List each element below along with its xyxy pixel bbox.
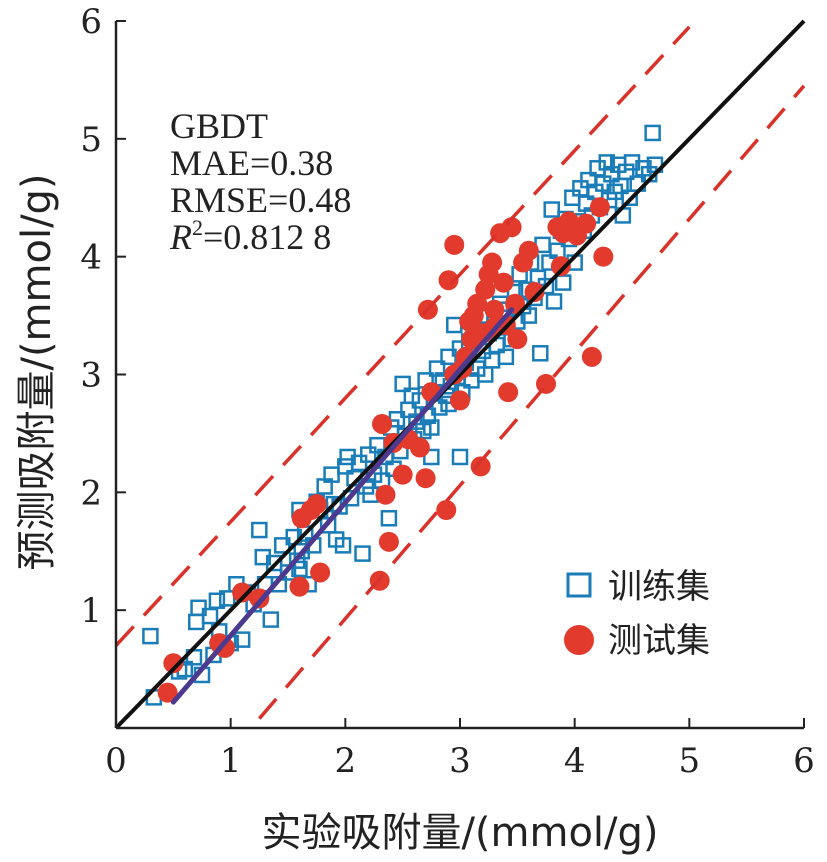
x-tick-label: 5 <box>679 741 701 781</box>
train-point <box>497 348 515 366</box>
train-point <box>342 489 360 507</box>
test-point <box>470 456 491 477</box>
train-point <box>423 448 440 466</box>
y-tick-label: 4 <box>80 238 102 278</box>
train-point <box>142 627 159 645</box>
r2-value: =0.812 8 <box>203 217 331 257</box>
train-point <box>291 560 308 578</box>
train-point <box>380 510 398 527</box>
train-point <box>598 154 616 171</box>
test-point <box>589 197 610 218</box>
train-point <box>354 545 371 562</box>
train-point <box>451 448 469 466</box>
axes <box>114 20 805 730</box>
test-point <box>392 464 413 485</box>
test-point <box>493 272 514 293</box>
train-point <box>334 537 352 554</box>
test-point <box>484 299 505 320</box>
stats-model: GBDT <box>170 106 268 146</box>
train-point <box>360 446 377 463</box>
stats-mae: MAE=0.38 <box>170 143 333 183</box>
test-point <box>475 279 496 300</box>
fit-line <box>170 307 515 705</box>
x-tick-label: 3 <box>449 741 471 781</box>
test-point <box>593 246 614 267</box>
test-point <box>498 382 519 403</box>
r2-exponent: 2 <box>192 215 203 240</box>
tick-labels: 0 1 2 3 4 5 6 1 2 3 4 5 6 <box>80 2 814 781</box>
test-point <box>536 373 556 394</box>
test-point <box>450 390 470 411</box>
test-point <box>576 213 597 234</box>
test-point <box>438 270 459 291</box>
train-point <box>208 592 226 609</box>
train-point <box>394 375 411 393</box>
test-point <box>524 282 545 303</box>
train-point <box>201 607 219 625</box>
test-point <box>232 582 253 603</box>
test-point <box>581 346 602 367</box>
train-point <box>233 631 251 648</box>
test-point <box>444 234 465 255</box>
legend-train-label: 训练集 <box>608 567 710 607</box>
test-point <box>436 500 457 521</box>
train-point <box>532 345 549 362</box>
reference-lines <box>114 19 806 730</box>
y-tick-label: 3 <box>80 356 102 396</box>
parity-line <box>114 19 806 730</box>
x-tick-label: 2 <box>335 741 357 781</box>
legend-test-label: 测试集 <box>608 621 710 661</box>
train-point <box>483 352 501 369</box>
test-point <box>409 437 430 458</box>
test-point <box>310 562 331 583</box>
test-point <box>163 653 184 674</box>
y-tick-label: 6 <box>80 2 102 42</box>
stats-r2: R2=0.812 8 <box>169 215 331 257</box>
test-point <box>214 637 235 658</box>
y-tick-label: 1 <box>80 591 102 631</box>
legend-train-marker <box>566 572 592 598</box>
y-axis-title: 预测吸附量/(mmol/g) <box>14 173 60 570</box>
r2-symbol: R <box>169 217 192 257</box>
upper-bound-line <box>114 25 691 647</box>
train-point <box>543 201 560 218</box>
train-point <box>262 611 280 628</box>
test-point <box>157 682 178 703</box>
test-point <box>375 484 396 505</box>
x-axis-title: 实验吸附量/(mmol/g) <box>261 810 658 856</box>
train-point <box>251 521 268 539</box>
test-point <box>507 329 528 350</box>
train-point <box>545 293 563 310</box>
legend: 训练集 测试集 <box>564 567 710 661</box>
test-point <box>518 240 539 261</box>
y-tick-label: 5 <box>80 120 102 160</box>
train-point <box>428 360 446 377</box>
x-tick-label: 1 <box>220 741 242 781</box>
x-tick-label: 0 <box>105 741 127 781</box>
train-point <box>446 316 463 334</box>
test-point <box>289 576 310 597</box>
test-point <box>378 531 399 552</box>
train-point <box>554 274 572 291</box>
lower-bound-line <box>258 84 806 720</box>
y-tick-label: 2 <box>80 473 102 513</box>
train-point <box>188 613 205 631</box>
train-point <box>644 124 661 142</box>
stats-rmse: RMSE=0.48 <box>170 180 351 220</box>
x-tick-label: 6 <box>793 741 815 781</box>
train-point <box>618 163 635 181</box>
test-point <box>482 252 503 273</box>
test-point <box>372 413 393 434</box>
train-point <box>265 554 283 572</box>
legend-test-marker <box>564 625 594 655</box>
x-tick-label: 4 <box>564 741 586 781</box>
test-point <box>415 468 436 489</box>
train-point <box>520 307 538 324</box>
train-point <box>423 419 440 436</box>
stats-box: GBDT MAE=0.38 RMSE=0.48 R2=0.812 8 <box>169 106 351 257</box>
test-point <box>550 256 571 277</box>
test-point <box>306 494 327 515</box>
